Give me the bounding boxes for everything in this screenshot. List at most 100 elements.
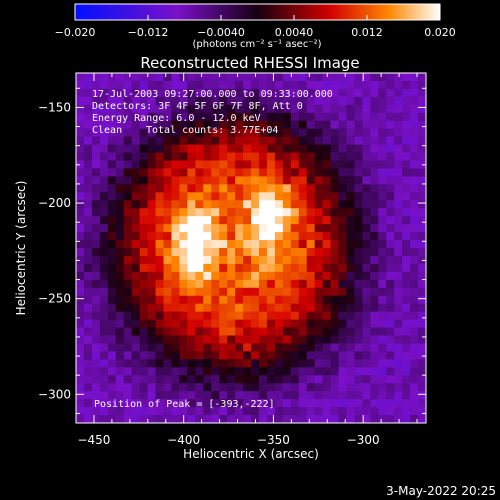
heatmap-cell — [219, 80, 228, 90]
heatmap-cell — [91, 407, 101, 416]
heatmap-cell — [219, 208, 228, 217]
heatmap-cell — [378, 192, 387, 201]
heatmap-cell — [243, 263, 252, 273]
heatmap-cell — [354, 136, 363, 146]
heatmap-cell — [266, 136, 276, 146]
heatmap-cell — [402, 208, 411, 217]
heatmap-cell — [83, 73, 93, 82]
heatmap-cell — [370, 136, 379, 146]
heatmap-cell — [203, 160, 212, 169]
heatmap-cell — [115, 160, 125, 169]
heatmap-cell — [394, 327, 403, 336]
heatmap-cell — [338, 80, 347, 90]
heatmap-cell — [298, 287, 308, 297]
heatmap-cell — [195, 271, 204, 281]
heatmap-cell — [290, 287, 300, 297]
heatmap-cell — [258, 248, 268, 257]
heatmap-cell — [394, 152, 403, 161]
heatmap-cell — [235, 327, 244, 336]
heatmap-cell — [187, 160, 196, 169]
heatmap-cell — [211, 287, 220, 297]
heatmap-cell — [115, 311, 125, 321]
heatmap-cell — [99, 120, 109, 130]
heatmap-cell — [346, 168, 355, 177]
heatmap-cell — [346, 351, 355, 360]
heatmap-cell — [378, 399, 387, 408]
heatmap-cell — [163, 208, 172, 217]
heatmap-cell — [171, 287, 180, 297]
heatmap-cell — [330, 168, 339, 177]
heatmap-cell — [131, 200, 141, 209]
heatmap-cell — [83, 128, 93, 138]
heatmap-cell — [306, 375, 316, 384]
heatmap-cell — [370, 88, 379, 98]
heatmap-cell — [402, 104, 411, 114]
heatmap-cell — [163, 351, 172, 360]
heatmap-cell — [179, 327, 188, 336]
heatmap-cell — [179, 192, 188, 201]
heatmap-cell — [338, 383, 347, 392]
heatmap-cell — [123, 303, 133, 313]
heatmap-cell — [370, 375, 379, 384]
heatmap-cell — [251, 144, 260, 154]
heatmap-cell — [314, 216, 324, 225]
heatmap-cell — [306, 208, 316, 217]
heatmap-cell — [410, 176, 419, 185]
heatmap-cell — [99, 391, 109, 400]
heatmap-cell — [76, 248, 85, 257]
heatmap-cell — [290, 375, 300, 384]
heatmap-cell — [203, 263, 212, 273]
heatmap-cell — [338, 216, 347, 225]
heatmap-cell — [155, 120, 164, 130]
heatmap-cell — [227, 152, 236, 161]
heatmap-cell — [211, 375, 220, 384]
heatmap-cell — [139, 383, 149, 392]
heatmap-cell — [282, 367, 292, 376]
heatmap-cell — [187, 112, 196, 122]
heatmap-cell — [338, 240, 347, 249]
heatmap-cell — [235, 104, 244, 114]
heatmap-cell — [155, 73, 164, 82]
heatmap-cell — [386, 144, 395, 154]
heatmap-cell — [290, 192, 300, 201]
heatmap-cell — [370, 232, 379, 241]
heatmap-cell — [402, 367, 411, 376]
heatmap-cell — [235, 415, 244, 424]
heatmap-cell — [76, 144, 85, 154]
heatmap-cell — [410, 311, 419, 321]
heatmap-cell — [314, 80, 324, 90]
heatmap-cell — [330, 240, 339, 249]
heatmap-cell — [107, 248, 117, 257]
heatmap-cell — [258, 73, 268, 82]
heatmap-cell — [266, 343, 276, 352]
heatmap-cell — [346, 200, 355, 209]
heatmap-cell — [179, 343, 188, 352]
heatmap-cell — [258, 295, 268, 305]
heatmap-cell — [147, 375, 157, 384]
heatmap-cell — [139, 415, 149, 424]
heatmap-cell — [386, 415, 395, 424]
heatmap-cell — [155, 128, 164, 138]
heatmap-cell — [410, 184, 419, 193]
heatmap-cell — [258, 144, 268, 154]
heatmap-cell — [179, 407, 188, 416]
heatmap-cell — [298, 367, 308, 376]
heatmap-cell — [131, 136, 141, 146]
heatmap-cell — [227, 255, 236, 265]
heatmap-cell — [107, 232, 117, 241]
heatmap-cell — [76, 136, 85, 146]
heatmap-cell — [314, 263, 324, 273]
heatmap-cell — [251, 152, 260, 161]
heatmap-cell — [338, 104, 347, 114]
heatmap-cell — [83, 375, 93, 384]
heatmap-cell — [195, 375, 204, 384]
heatmap-cell — [394, 184, 403, 193]
heatmap-cell — [243, 96, 252, 106]
heatmap-cell — [91, 295, 101, 305]
heatmap-cell — [203, 96, 212, 106]
heatmap-cell — [131, 128, 141, 138]
heatmap-cell — [195, 160, 204, 169]
heatmap-cell — [235, 399, 244, 408]
heatmap-cell — [298, 104, 308, 114]
heatmap-cell — [76, 104, 85, 114]
